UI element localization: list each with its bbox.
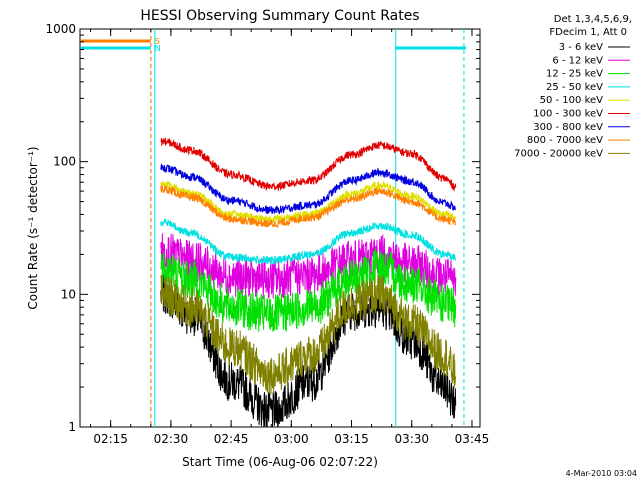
- legend-entry-label: 100 - 300 keV: [533, 109, 603, 120]
- series-line-7: [160, 184, 457, 229]
- y-tick-label: 10: [61, 287, 76, 301]
- axis-ticks: 02:15 02:30 02:45 03:00 03:15 03:30 03:45 1 10 10…: [45, 22, 489, 446]
- chart-legend: Det 1,3,4,5,6,9, FDecim 1, Att 0 3 - 6 keV…: [514, 14, 632, 159]
- legend-entry-label: 12 - 25 keV: [546, 69, 603, 80]
- x-tick-label: 03:00: [274, 432, 309, 446]
- legend-entry-label: 800 - 7000 keV: [527, 135, 603, 146]
- legend-entry-label: 3 - 6 keV: [559, 42, 603, 53]
- x-tick-label: 02:30: [154, 432, 189, 446]
- x-tick-label: 02:45: [214, 432, 249, 446]
- legend-entry-label: 6 - 12 keV: [552, 55, 603, 66]
- series-line-1: [160, 233, 457, 300]
- x-tick-label: 02:15: [93, 432, 128, 446]
- flag-label: S: [155, 37, 160, 46]
- chart-marks: SN: [81, 29, 466, 428]
- x-tick-label: 03:30: [394, 432, 429, 446]
- y-axis-label: Count Rate (s⁻¹ detector⁻¹): [26, 146, 40, 309]
- series-line-6: [160, 163, 457, 215]
- y-tick-label: 1: [68, 420, 76, 434]
- legend-header-1: Det 1,3,4,5,6,9,: [554, 14, 632, 25]
- footer-date: 4-Mar-2010 03:04: [566, 469, 637, 478]
- plot-frame: [79, 28, 481, 428]
- series-line-0: [160, 274, 457, 428]
- legend-entry-label: 25 - 50 keV: [546, 82, 603, 93]
- series-line-8: [160, 275, 457, 395]
- chart-title: HESSI Observing Summary Count Rates: [140, 8, 419, 24]
- legend-header-2: FDecim 1, Att 0: [549, 27, 627, 38]
- series-line-3: [160, 218, 457, 265]
- y-tick-label: 1000: [45, 22, 76, 36]
- flag-label: N: [155, 44, 161, 53]
- legend-entry-label: 7000 - 20000 keV: [514, 148, 603, 159]
- y-tick-label: 100: [53, 155, 76, 169]
- x-tick-label: 03:45: [455, 432, 490, 446]
- series-line-2: [160, 247, 457, 332]
- x-tick-label: 03:15: [334, 432, 369, 446]
- legend-entry-label: 300 - 800 keV: [533, 122, 603, 133]
- x-axis-label: Start Time (06-Aug-06 02:07:22): [182, 455, 378, 469]
- legend-entry-label: 50 - 100 keV: [540, 95, 604, 106]
- series-line-5: [160, 137, 457, 192]
